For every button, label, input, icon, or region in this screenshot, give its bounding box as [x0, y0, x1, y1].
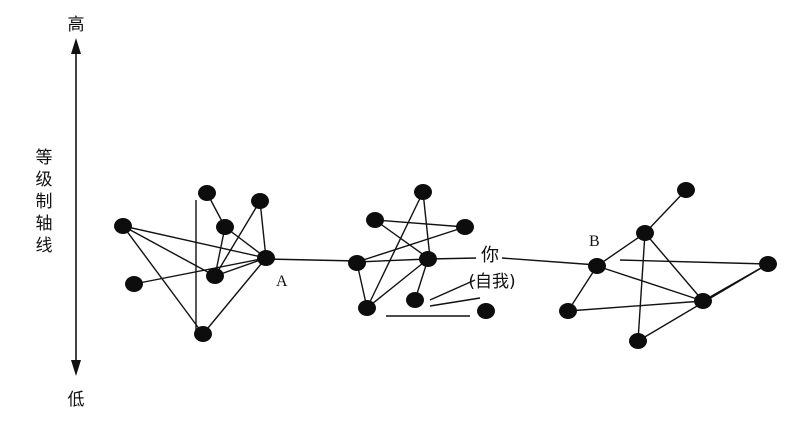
node	[216, 219, 234, 235]
node	[629, 333, 647, 349]
node	[251, 193, 269, 209]
network-edges	[122, 189, 769, 342]
axis-title-char: 等	[36, 148, 53, 168]
edge	[122, 225, 204, 335]
edge	[356, 258, 429, 263]
node-self	[419, 251, 437, 267]
node	[677, 182, 695, 198]
node	[636, 225, 654, 241]
node	[125, 276, 143, 292]
node	[114, 218, 132, 234]
node	[456, 219, 474, 235]
edge	[429, 279, 476, 301]
edge	[214, 200, 261, 277]
edge	[644, 189, 687, 234]
edge	[374, 219, 466, 228]
edge	[702, 263, 769, 302]
axis-title: 等 级 制 轴 线	[36, 148, 53, 256]
node	[198, 185, 216, 201]
node	[759, 256, 777, 272]
network-nodes	[114, 182, 777, 349]
edge	[567, 265, 598, 312]
node-a	[257, 250, 275, 266]
edge	[619, 259, 769, 265]
edge	[122, 225, 267, 259]
node	[694, 293, 712, 309]
node	[366, 212, 384, 228]
node	[348, 255, 366, 271]
axis-top-label: 高	[68, 15, 85, 35]
axis-title-char: 轴	[36, 214, 53, 234]
self-label: (自我)	[468, 272, 515, 292]
edge	[202, 257, 267, 335]
node	[206, 268, 224, 284]
you-label: 你	[481, 245, 499, 266]
node	[477, 303, 495, 319]
edge	[567, 300, 704, 312]
edge	[596, 265, 704, 302]
node-b-label: B	[589, 233, 600, 250]
axis-title-char: 级	[36, 170, 53, 190]
node-a-label: A	[276, 273, 288, 290]
edge	[133, 257, 267, 285]
node	[194, 326, 212, 342]
axis-arrow-up-icon	[71, 38, 81, 54]
edge	[637, 232, 646, 342]
edge-bridge-b	[501, 257, 598, 266]
node-labels: A B 你 (自我)	[276, 233, 600, 292]
node-b	[588, 258, 606, 274]
edge	[366, 258, 429, 309]
edge	[374, 219, 429, 259]
edge	[356, 226, 466, 263]
edge	[259, 200, 267, 259]
node	[358, 300, 376, 316]
you-label-bg	[476, 244, 502, 266]
edge-bridge-a	[265, 258, 358, 262]
axis-arrow-down-icon	[71, 360, 81, 376]
axis-bottom-label: 低	[68, 390, 85, 410]
edge	[596, 232, 646, 267]
axis-title-char: 线	[36, 236, 53, 256]
edge	[422, 191, 431, 259]
edge	[214, 226, 226, 277]
axis-title-char: 制	[36, 192, 53, 212]
edge	[122, 225, 216, 277]
edge	[214, 257, 267, 277]
hierarchy-axis: 高 低 等 级 制 轴 线	[36, 15, 85, 410]
node	[406, 292, 424, 308]
node	[414, 184, 432, 200]
node	[559, 303, 577, 319]
edge	[429, 297, 481, 307]
edge	[644, 232, 704, 302]
